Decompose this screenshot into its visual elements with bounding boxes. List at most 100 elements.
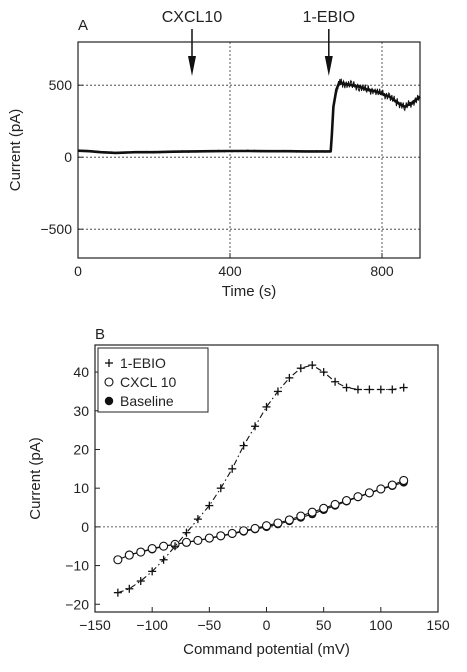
data-point bbox=[353, 492, 363, 502]
panel-a-label: A bbox=[78, 17, 88, 34]
data-point bbox=[376, 385, 385, 394]
data-point bbox=[250, 523, 260, 533]
panel-a-annotations: CXCL10 1-EBIO bbox=[162, 9, 355, 76]
data-point bbox=[216, 484, 225, 493]
x-tick-label: 800 bbox=[370, 263, 394, 279]
x-tick-label: 150 bbox=[426, 617, 450, 633]
legend-entry-label: 1-EBIO bbox=[120, 355, 166, 371]
panel-a-x-axis-label: Time (s) bbox=[222, 283, 276, 300]
x-tick-label: −100 bbox=[136, 617, 168, 633]
panel-b-label: B bbox=[95, 326, 105, 343]
panel-a-chart: A 0 400 800 −500 0 500 CXCL10 1-EBIO Time (s)… bbox=[7, 9, 421, 300]
panel-a-y-ticks: −500 0 500 bbox=[40, 77, 83, 237]
current-trace-noise bbox=[77, 78, 420, 155]
data-point bbox=[159, 555, 168, 564]
data-point bbox=[341, 496, 352, 506]
data-point bbox=[307, 507, 317, 517]
data-point bbox=[171, 542, 180, 551]
y-tick-label: −500 bbox=[40, 221, 72, 237]
data-point bbox=[296, 364, 305, 373]
panel-a-y-axis-label: Current (pA) bbox=[7, 109, 24, 192]
data-point bbox=[319, 503, 329, 513]
data-point bbox=[124, 550, 134, 560]
data-point bbox=[331, 377, 340, 386]
series-line bbox=[129, 481, 404, 556]
y-tick-label: 500 bbox=[49, 77, 73, 93]
data-point bbox=[387, 480, 397, 490]
legend-marker bbox=[105, 359, 113, 367]
data-point bbox=[113, 555, 123, 565]
panel-b-y-axis-label: Current (pA) bbox=[27, 437, 44, 520]
panel-b-x-ticks: −150 −100 −50 0 50 100 150 bbox=[79, 607, 450, 633]
x-tick-label: 0 bbox=[74, 263, 82, 279]
legend-marker bbox=[104, 396, 114, 406]
data-point bbox=[113, 588, 122, 597]
data-point bbox=[136, 577, 145, 586]
data-point bbox=[284, 515, 294, 525]
data-point bbox=[239, 441, 248, 450]
data-point bbox=[261, 521, 272, 531]
data-point bbox=[147, 543, 157, 554]
data-point bbox=[330, 499, 340, 509]
data-point bbox=[365, 385, 374, 394]
panel-b-y-ticks: −20 −10 0 10 20 30 40 bbox=[65, 364, 100, 612]
panel-b-series bbox=[113, 361, 409, 597]
data-point bbox=[216, 531, 226, 541]
x-tick-label: 400 bbox=[218, 263, 242, 279]
annotation-arrow-head bbox=[188, 56, 196, 76]
x-tick-label: −50 bbox=[197, 617, 221, 633]
data-point bbox=[228, 464, 237, 473]
data-point bbox=[273, 518, 283, 528]
y-tick-label: −10 bbox=[65, 558, 89, 574]
data-point bbox=[364, 488, 374, 498]
y-tick-label: 0 bbox=[81, 519, 89, 535]
legend-box bbox=[97, 347, 209, 413]
data-point bbox=[251, 422, 260, 431]
data-point bbox=[388, 385, 397, 394]
data-point bbox=[193, 535, 203, 545]
annotation-label: 1-EBIO bbox=[303, 9, 355, 26]
x-tick-label: 0 bbox=[263, 617, 271, 633]
data-point bbox=[227, 528, 237, 538]
x-tick-label: 100 bbox=[369, 617, 393, 633]
data-point bbox=[342, 383, 351, 392]
data-point bbox=[181, 537, 192, 547]
panel-a-plot-frame bbox=[77, 41, 421, 259]
data-point bbox=[285, 373, 294, 382]
data-point bbox=[239, 526, 249, 536]
y-tick-label: 20 bbox=[73, 441, 89, 457]
data-point bbox=[353, 385, 362, 394]
x-tick-label: 50 bbox=[316, 617, 332, 633]
data-point bbox=[182, 528, 191, 537]
y-tick-label: 30 bbox=[73, 403, 89, 419]
legend-marker bbox=[104, 377, 114, 387]
data-point bbox=[319, 368, 328, 377]
data-point bbox=[376, 484, 386, 494]
data-point bbox=[125, 584, 134, 593]
data-point bbox=[159, 541, 169, 551]
data-point bbox=[136, 547, 146, 557]
data-point bbox=[399, 383, 408, 392]
data-point bbox=[308, 361, 317, 370]
data-point bbox=[399, 475, 409, 485]
data-point bbox=[193, 515, 202, 524]
legend-entry-label: Baseline bbox=[120, 393, 174, 409]
data-point bbox=[204, 533, 214, 543]
legend-entry-label: CXCL 10 bbox=[120, 374, 177, 390]
data-point bbox=[273, 387, 282, 396]
data-point bbox=[148, 567, 157, 576]
panel-b-legend: 1-EBIO CXCL 10 Baseline bbox=[97, 347, 209, 413]
current-trace-line bbox=[77, 81, 421, 155]
panel-a-series bbox=[77, 78, 421, 155]
series-1-ebio bbox=[113, 361, 408, 597]
y-tick-label: 10 bbox=[73, 480, 89, 496]
y-tick-label: 40 bbox=[73, 364, 89, 380]
data-point bbox=[262, 402, 271, 411]
series-cxcl-10 bbox=[113, 475, 409, 565]
y-tick-label: 0 bbox=[64, 149, 72, 165]
x-tick-label: −150 bbox=[79, 617, 111, 633]
annotation-label: CXCL10 bbox=[162, 9, 223, 26]
panel-b-x-axis-label: Command potential (mV) bbox=[183, 641, 350, 658]
